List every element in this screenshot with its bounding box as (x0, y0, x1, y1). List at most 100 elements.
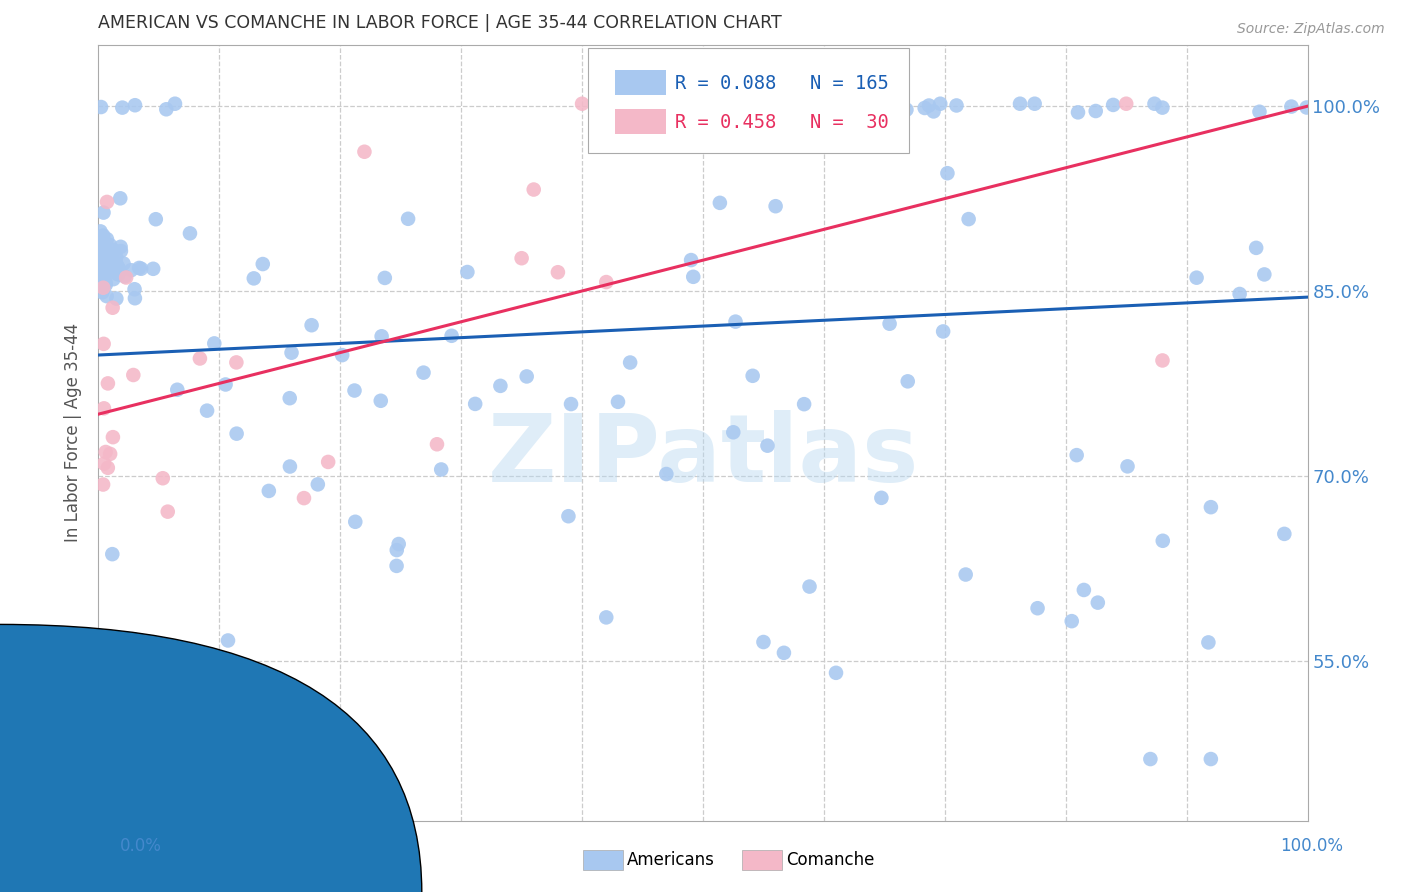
Point (682, 269, 704, 284)
Point (96, 194, 118, 209)
Point (107, 261, 129, 276)
Point (225, 426, 247, 441)
Point (96, 232, 118, 246)
Point (225, 355, 247, 369)
Point (97, 460, 120, 475)
Point (89, 249, 111, 263)
Text: 100.0%: 100.0% (1279, 837, 1343, 855)
Point (94, 275, 117, 289)
Point (114, 269, 136, 284)
Point (91, 260, 114, 275)
Point (89, 242, 111, 256)
Point (571, 96, 593, 111)
Point (896, 103, 918, 117)
Point (370, 329, 392, 343)
Point (655, 467, 678, 481)
Point (122, 368, 145, 382)
Point (741, 368, 763, 383)
Point (128, 260, 150, 275)
Point (1279, 100, 1302, 114)
Point (344, 515, 367, 529)
Point (280, 345, 302, 359)
Point (89, 252, 111, 266)
Point (1229, 287, 1251, 301)
Point (292, 491, 315, 505)
Text: Americans: Americans (627, 851, 716, 869)
Point (1026, 601, 1049, 615)
Text: 0.0%: 0.0% (120, 837, 162, 855)
Point (89, 248, 111, 262)
Point (1199, 752, 1222, 766)
Point (90, 273, 112, 287)
Point (547, 265, 569, 279)
Point (945, 98, 967, 112)
Point (1084, 103, 1107, 118)
Point (1197, 635, 1219, 649)
Point (957, 212, 980, 227)
Point (217, 633, 239, 648)
Point (243, 271, 266, 285)
Point (97, 254, 120, 268)
Point (89, 268, 111, 283)
Point (98, 238, 121, 252)
Point (370, 393, 392, 408)
Point (560, 397, 582, 411)
Point (103, 272, 125, 286)
Point (96, 289, 118, 303)
Point (93, 237, 115, 252)
Point (1008, 96, 1031, 111)
Point (787, 96, 810, 111)
Point (922, 104, 945, 119)
Point (96, 264, 118, 278)
Point (124, 291, 146, 305)
Point (115, 270, 138, 285)
Point (202, 336, 225, 351)
Point (955, 567, 977, 582)
Point (98, 261, 121, 276)
Point (91, 240, 114, 254)
Point (343, 384, 366, 398)
Point (98, 447, 121, 461)
Point (1199, 500, 1222, 515)
Point (1066, 448, 1088, 462)
Point (94, 244, 117, 259)
Point (1249, 104, 1271, 119)
Point (124, 282, 146, 296)
Point (1272, 527, 1295, 541)
Point (101, 430, 124, 444)
Point (120, 263, 142, 277)
Point (112, 256, 135, 270)
Text: Comanche: Comanche (786, 851, 875, 869)
Point (301, 318, 323, 333)
Point (101, 301, 124, 315)
Point (93, 268, 115, 283)
Point (330, 348, 353, 362)
Text: ZIPatlas: ZIPatlas (488, 410, 918, 502)
Point (388, 537, 411, 551)
Point (124, 632, 146, 647)
Point (879, 317, 901, 331)
Point (936, 166, 959, 180)
Point (516, 369, 538, 384)
Point (1116, 459, 1139, 474)
Point (93, 457, 115, 471)
Point (90, 232, 112, 246)
Point (179, 227, 201, 241)
Point (316, 455, 339, 469)
Text: Source: ZipAtlas.com: Source: ZipAtlas.com (1237, 22, 1385, 37)
Point (156, 505, 179, 519)
Point (94, 445, 117, 459)
Point (105, 267, 128, 281)
Point (124, 98, 146, 112)
Point (825, 665, 848, 680)
Point (152, 471, 174, 485)
Point (257, 483, 280, 498)
Point (1139, 752, 1161, 766)
Point (278, 391, 301, 405)
Point (595, 275, 617, 289)
Point (1152, 101, 1174, 115)
Point (932, 325, 955, 339)
Point (90, 271, 112, 285)
Point (870, 491, 893, 505)
Point (94, 256, 117, 270)
